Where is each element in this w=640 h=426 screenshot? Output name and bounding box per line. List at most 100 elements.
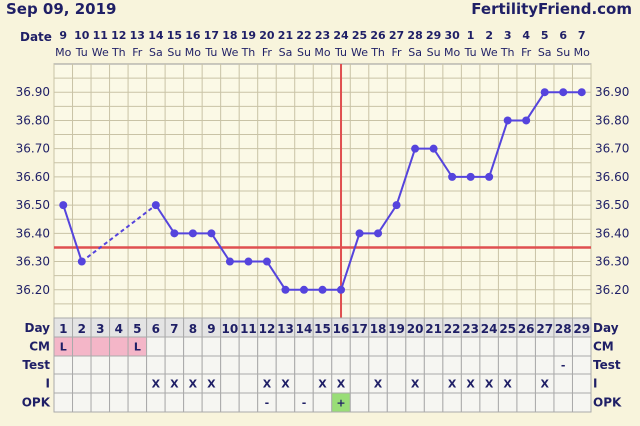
cell-value-opk: - — [265, 397, 270, 410]
day-number: 20 — [407, 322, 424, 336]
cell-opk — [423, 392, 444, 413]
cell-cm — [460, 336, 481, 357]
cell-cm — [72, 336, 92, 357]
y-tick-right: 36.70 — [595, 142, 629, 156]
day-number: 7 — [170, 322, 178, 336]
temp-point — [540, 88, 549, 97]
cell-opk — [90, 392, 111, 413]
date-tick: 6 — [559, 29, 567, 42]
y-tick-left: 36.30 — [16, 255, 50, 269]
cell-test — [479, 355, 499, 375]
cell-cm — [220, 336, 240, 357]
cell-cm — [183, 336, 203, 357]
day-number: 29 — [573, 322, 590, 336]
row-label-right-test: Test — [593, 358, 621, 372]
day-number: 5 — [133, 322, 141, 336]
cell-i — [516, 373, 536, 394]
date-tick: 12 — [111, 29, 126, 42]
cell-test — [72, 355, 92, 375]
date-tick: 9 — [59, 29, 67, 42]
temp-point — [59, 201, 68, 210]
cell-i — [553, 373, 573, 394]
y-tick-left: 36.70 — [16, 142, 50, 156]
date-tick: 29 — [426, 29, 441, 42]
cell-opk — [386, 392, 407, 413]
temp-point — [374, 229, 383, 238]
cell-test — [201, 355, 222, 375]
day-number: 19 — [388, 322, 405, 336]
weekday-tick: Mo — [185, 46, 201, 59]
date-tick: 21 — [278, 29, 293, 42]
cell-value-test: - — [561, 359, 566, 372]
temp-point — [429, 144, 438, 153]
y-tick-right: 36.80 — [595, 113, 629, 127]
weekday-tick: Tu — [334, 46, 347, 59]
cell-value-i: X — [540, 378, 549, 391]
date-tick: 23 — [315, 29, 330, 42]
weekday-tick: Sa — [538, 46, 552, 59]
cell-opk — [571, 392, 592, 413]
weekday-tick: Tu — [204, 46, 217, 59]
y-tick-right: 36.30 — [595, 255, 629, 269]
temp-line-segment — [525, 91, 546, 121]
y-tick-right: 36.50 — [595, 198, 629, 212]
temp-point — [281, 285, 290, 294]
cell-test — [571, 355, 592, 375]
day-number: 4 — [115, 322, 123, 336]
cell-value-opk: - — [302, 397, 307, 410]
cell-test — [516, 355, 536, 375]
date-tick: 11 — [93, 29, 108, 42]
cell-test — [349, 355, 370, 375]
cell-test — [331, 355, 351, 375]
y-tick-left: 36.80 — [16, 113, 50, 127]
y-tick-right: 36.40 — [595, 226, 629, 240]
weekday-tick: Su — [427, 46, 441, 59]
day-number: 15 — [314, 322, 331, 336]
y-tick-left: 36.40 — [16, 226, 50, 240]
day-number: 10 — [222, 322, 239, 336]
cell-cm — [331, 336, 351, 357]
cell-cm — [164, 336, 185, 357]
y-tick-left: 36.20 — [16, 283, 50, 297]
y-tick-left: 36.50 — [16, 198, 50, 212]
cell-cm — [275, 336, 296, 357]
date-tick: 14 — [148, 29, 164, 42]
date-tick: 17 — [204, 29, 219, 42]
site-logo: FertilityFriend.com — [471, 0, 632, 18]
cell-cm — [349, 336, 370, 357]
cell-i — [349, 373, 370, 394]
row-label-right-day: Day — [593, 321, 619, 335]
cell-test — [423, 355, 444, 375]
day-number: 14 — [296, 322, 313, 336]
weekday-tick: Su — [167, 46, 181, 59]
temp-line-segment — [62, 204, 83, 262]
weekday-tick: Fr — [392, 46, 403, 59]
date-tick: 7 — [578, 29, 586, 42]
day-number: 25 — [499, 322, 516, 336]
date-tick: 22 — [296, 29, 311, 42]
day-number: 11 — [240, 322, 257, 336]
cell-cm — [146, 336, 166, 357]
day-number: 28 — [555, 322, 572, 336]
cell-value-i: X — [189, 378, 198, 391]
cell-i — [109, 373, 129, 394]
cell-test — [146, 355, 166, 375]
cell-test — [534, 355, 555, 375]
cell-cm — [238, 336, 259, 357]
row-label-right-opk: OPK — [593, 396, 622, 410]
cell-i — [571, 373, 592, 394]
weekday-tick: Tu — [75, 46, 88, 59]
cell-value-i: X — [466, 378, 475, 391]
day-number: 12 — [259, 322, 276, 336]
cell-value-i: X — [263, 378, 272, 391]
temp-line-segment — [266, 261, 287, 291]
weekday-tick: Mo — [314, 46, 330, 59]
cell-opk — [238, 392, 259, 413]
cell-opk — [553, 392, 573, 413]
weekday-tick: We — [481, 46, 498, 59]
temp-point — [411, 144, 420, 153]
weekday-tick: Su — [556, 46, 570, 59]
weekday-tick: Fr — [132, 46, 143, 59]
temp-line-segment — [81, 204, 157, 263]
date-tick: 26 — [370, 29, 386, 42]
